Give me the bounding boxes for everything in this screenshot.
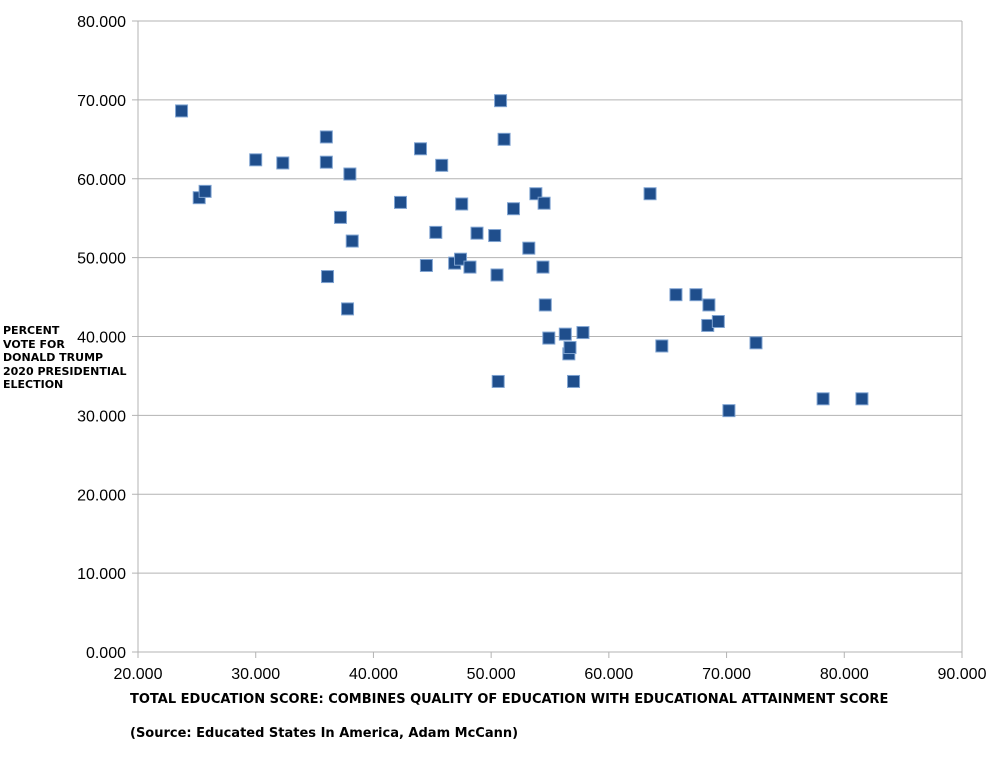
data-point xyxy=(419,259,433,273)
y-tick-label: 70.000 xyxy=(77,93,126,110)
x-tick-labels: 20.000 30.000 40.000 50.000 60.000 70.000 80.0… xyxy=(114,666,987,683)
data-point xyxy=(488,229,502,243)
data-point xyxy=(722,404,736,418)
data-point xyxy=(563,341,577,355)
y-tick-label: 60.000 xyxy=(77,172,126,189)
data-point xyxy=(558,327,572,341)
data-point xyxy=(333,210,347,224)
y-tick-label: 80.000 xyxy=(77,14,126,31)
x-axis-label: TOTAL EDUCATION SCORE: COMBINES QUALITY … xyxy=(130,692,889,707)
y-axis-label: PERCENT VOTE FOR DONALD TRUMP 2020 PRESI… xyxy=(3,324,133,392)
data-point xyxy=(490,268,504,282)
data-point xyxy=(749,336,763,350)
x-tick-label: 70.000 xyxy=(702,666,751,683)
data-point xyxy=(491,374,505,388)
data-point xyxy=(394,195,408,209)
data-point xyxy=(276,156,290,170)
y-axis-label-line: VOTE FOR xyxy=(3,337,65,351)
data-point xyxy=(321,270,335,284)
y-axis-label-line: PERCENT xyxy=(3,324,60,337)
data-point xyxy=(643,187,657,201)
y-tick-labels: 0.000 10.000 20.000 30.000 40.000 50.000 60.00… xyxy=(77,14,126,662)
data-point xyxy=(542,331,556,345)
data-point xyxy=(455,197,469,211)
data-point xyxy=(249,153,263,167)
y-tick-label: 50.000 xyxy=(77,251,126,268)
data-point xyxy=(536,260,550,274)
data-points xyxy=(175,94,869,418)
data-point xyxy=(429,225,443,239)
data-point xyxy=(655,339,669,353)
data-point xyxy=(567,374,581,388)
y-axis-label-line: DONALD TRUMP xyxy=(3,351,104,364)
data-point xyxy=(507,202,521,216)
x-tick-label: 80.000 xyxy=(820,666,869,683)
x-tick-label: 60.000 xyxy=(584,666,633,683)
y-tick-label: 40.000 xyxy=(77,330,126,347)
y-tick-label: 0.000 xyxy=(86,645,126,662)
data-point xyxy=(435,158,449,172)
data-point xyxy=(175,104,189,118)
data-point xyxy=(414,142,428,156)
data-point xyxy=(855,392,869,406)
source-note: (Source: Educated States In America, Ada… xyxy=(130,726,519,741)
data-point xyxy=(497,132,511,146)
data-point xyxy=(470,226,484,240)
data-point xyxy=(669,288,683,302)
y-tick-label: 10.000 xyxy=(77,566,126,583)
scatter-chart: 0.000 10.000 20.000 30.000 40.000 50.000 60.00… xyxy=(77,14,987,683)
data-point xyxy=(319,155,333,169)
y-axis-label-line: 2020 PRESIDENTIAL xyxy=(3,364,127,378)
data-point xyxy=(711,315,725,329)
data-point xyxy=(494,94,508,108)
data-point xyxy=(702,298,716,312)
x-tick-label: 40.000 xyxy=(349,666,398,683)
data-point xyxy=(538,298,552,312)
data-point xyxy=(689,288,703,302)
data-point xyxy=(537,196,551,210)
y-tick-label: 30.000 xyxy=(77,408,126,425)
x-tick-label: 90.000 xyxy=(938,666,987,683)
data-point xyxy=(341,302,355,316)
data-point xyxy=(463,260,477,274)
data-point xyxy=(816,392,830,406)
x-tick-label: 20.000 xyxy=(114,666,163,683)
axes xyxy=(137,21,963,653)
data-point xyxy=(319,130,333,144)
data-point xyxy=(345,234,359,248)
y-tick-label: 20.000 xyxy=(77,487,126,504)
y-axis-label-line: ELECTION xyxy=(3,378,64,391)
data-point xyxy=(576,326,590,340)
data-point xyxy=(198,184,212,198)
x-tick-label: 50.000 xyxy=(467,666,516,683)
data-point xyxy=(343,167,357,181)
data-point xyxy=(522,241,536,255)
x-tick-label: 30.000 xyxy=(231,666,280,683)
